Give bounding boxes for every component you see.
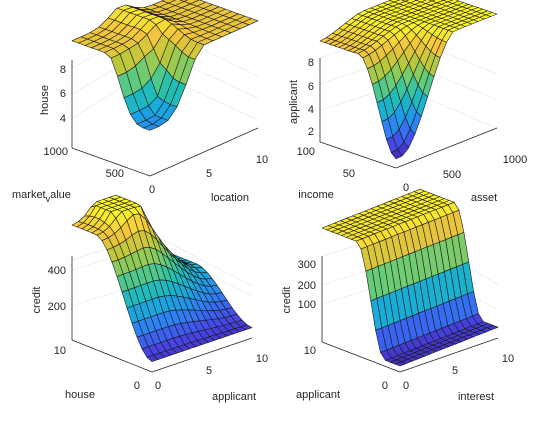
y-tick-label: 100	[297, 146, 315, 158]
y-tick-label: 50	[343, 168, 355, 180]
x-tick-label: 5	[452, 365, 458, 377]
z-axis-label: credit	[281, 287, 293, 314]
y-tick-label: 500	[106, 168, 124, 180]
z-tick-label: 2	[308, 126, 314, 138]
z-tick-label: 4	[308, 104, 314, 116]
y-axis-line	[320, 142, 396, 168]
x-axis-label: asset	[471, 192, 497, 204]
x-axis-label: location	[211, 192, 249, 204]
z-axis-label: credit	[31, 287, 43, 314]
z-tick-label: 200	[48, 301, 66, 313]
z-tick-label: 100	[298, 299, 316, 311]
z-tick-label: 8	[308, 57, 314, 69]
y-tick-label: 1000	[44, 146, 68, 158]
z-tick-label: 8	[60, 64, 66, 76]
z-tick-label: 400	[48, 265, 66, 277]
x-tick-label: 10	[256, 154, 268, 166]
x-tick-label: 0	[155, 380, 161, 392]
z-tick-label: 6	[60, 88, 66, 100]
x-tick-label: 10	[256, 353, 268, 365]
surface-plot-credit-interest: 100 200 300 credit 0 5 10 interest 0 10 …	[281, 189, 514, 403]
y-tick-label: 10	[54, 345, 66, 357]
y-tick-label: 10	[304, 345, 316, 357]
x-axis-line	[150, 128, 258, 176]
x-tick-label: 10	[502, 353, 514, 365]
z-tick-label: 200	[298, 280, 316, 292]
surface-mesh	[72, 0, 258, 130]
x-tick-label: 0	[403, 182, 409, 194]
y-tick-label: 0	[382, 380, 388, 392]
x-tick-label: 0	[149, 184, 155, 196]
x-tick-label: 1000	[503, 154, 527, 166]
z-axis-label: house	[39, 85, 51, 115]
surface-mesh	[72, 195, 252, 362]
y-tick-label: 0	[134, 380, 140, 392]
z-tick-label: 6	[308, 81, 314, 93]
z-tick-label: 300	[298, 259, 316, 271]
surface-plot-house: 4 6 8 house 0 5 10 location 500 1000 mar…	[12, 0, 268, 204]
y-axis-label: house	[65, 389, 95, 401]
y-axis-label: applicant	[296, 389, 340, 401]
x-tick-label: 5	[206, 168, 212, 180]
surface-plot-applicant: 2 4 6 8 applicant 0 500 1000 asset 50 10…	[288, 0, 527, 204]
x-tick-label: 500	[443, 169, 461, 181]
x-tick-label: 5	[206, 365, 212, 377]
z-tick-label: 4	[60, 113, 66, 125]
z-axis-label: applicant	[288, 80, 300, 124]
y-axis-label: income	[298, 189, 333, 201]
surface-mesh	[320, 0, 497, 159]
surface-plot-credit-applicant: 200 400 credit 0 5 10 applicant 0 10 hou…	[31, 195, 268, 403]
x-axis-label: applicant	[212, 391, 256, 403]
y-axis-label: marketvalue	[12, 189, 71, 204]
x-axis-label: interest	[458, 391, 494, 403]
surface-mesh	[322, 189, 498, 366]
x-tick-label: 0	[403, 380, 409, 392]
